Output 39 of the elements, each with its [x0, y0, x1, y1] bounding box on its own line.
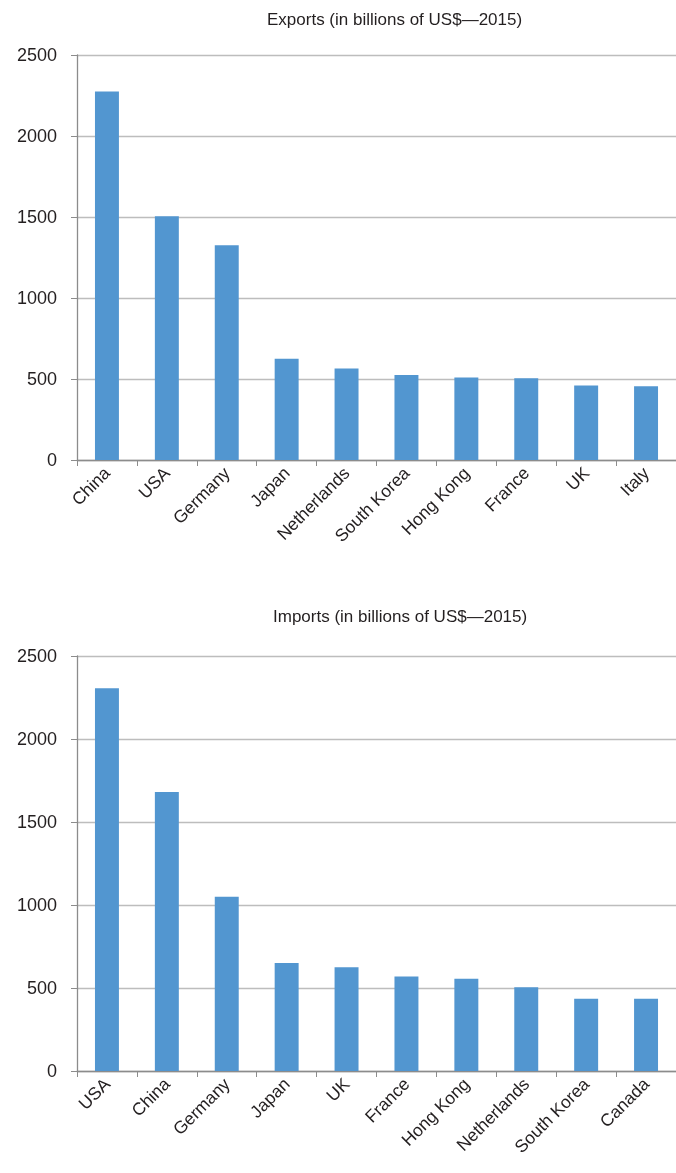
bar [274, 358, 299, 460]
bar [94, 91, 119, 460]
bar [94, 688, 119, 1071]
bar [634, 998, 659, 1071]
y-tick-label: 1000 [16, 288, 57, 308]
y-tick-label: 500 [26, 978, 57, 998]
x-tick-label: UK [561, 462, 594, 495]
bar [574, 998, 599, 1071]
x-tick-label: UK [322, 1073, 354, 1106]
chart-title: Imports (in billions of US$—2015) [273, 607, 528, 626]
y-tick-label: 2000 [16, 126, 57, 146]
bar [214, 896, 239, 1071]
bar [514, 378, 539, 460]
y-tick-label: 2500 [16, 646, 57, 666]
x-tick-label: USA [74, 1073, 115, 1114]
bar [454, 978, 479, 1071]
y-tick-label: 1500 [16, 812, 57, 832]
bar [634, 386, 659, 460]
y-tick-label: 500 [26, 369, 57, 389]
y-tick-label: 2500 [16, 45, 57, 65]
y-tick-label: 0 [46, 1061, 57, 1081]
x-tick-label: Italy [616, 462, 654, 500]
bar [154, 216, 179, 460]
y-tick-label: 1500 [16, 207, 57, 227]
bar [334, 967, 359, 1071]
y-tick-label: 2000 [16, 729, 57, 749]
bar [514, 987, 539, 1071]
bar [334, 368, 359, 460]
bar [214, 245, 239, 460]
x-tick-label: USA [134, 462, 175, 503]
y-tick-label: 0 [46, 450, 57, 470]
bar [274, 963, 299, 1071]
y-tick-label: 1000 [16, 895, 57, 915]
bar [394, 374, 419, 460]
bar [574, 385, 599, 460]
bar [394, 976, 419, 1071]
bar [454, 377, 479, 460]
bar [154, 792, 179, 1071]
chart-title: Exports (in billions of US$—2015) [267, 10, 523, 29]
